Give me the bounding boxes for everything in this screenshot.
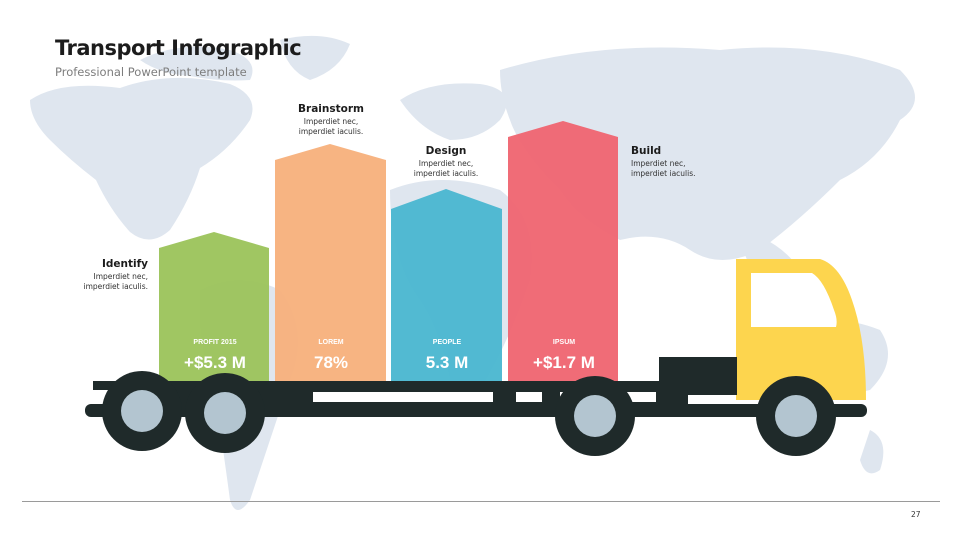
step-title: Build [631,145,662,157]
bar-value-label: 78% [313,353,349,372]
page-number: 27 [911,510,921,519]
bar-build [508,121,618,390]
wheel [185,373,265,453]
wheel [102,371,182,451]
truck-chassis-bottom [85,404,867,417]
bar-category-label: PEOPLE [432,339,462,346]
step-desc: Imperdiet nec, [93,272,148,281]
wheel [555,376,635,456]
step-desc: Imperdiet nec, [418,159,474,168]
step-desc: Imperdiet nec, [631,159,686,168]
step-title: Design [425,145,467,157]
step-desc: imperdiet iaculis. [83,282,148,291]
step-design: Design Imperdiet nec, imperdiet iaculis. [406,145,486,179]
wheel [756,376,836,456]
step-title: Brainstorm [298,103,364,115]
bar-category-label: IPSUM [552,339,576,346]
step-build: Build Imperdiet nec, imperdiet iaculis. [631,145,721,179]
step-desc: imperdiet iaculis. [631,169,696,178]
footer-divider [22,501,940,502]
step-desc: imperdiet iaculis. [413,169,479,178]
bar-value-label: +$1.7 M [533,353,595,372]
page-title: Transport Infographic [55,36,302,60]
step-desc: imperdiet iaculis. [298,127,364,136]
step-identify: Identify Imperdiet nec, imperdiet iaculi… [60,258,148,292]
truck-window [751,273,837,327]
bar-value-label: +$5.3 M [184,353,246,372]
bar-brainstorm [275,144,386,390]
bar-value-label: 5.3 M [425,353,469,372]
page-subtitle: Professional PowerPoint template [55,65,247,79]
bar-identify [159,232,269,390]
step-title: Identify [101,258,148,270]
step-desc: Imperdiet nec, [303,117,359,126]
step-brainstorm: Brainstorm Imperdiet nec, imperdiet iacu… [291,103,371,137]
truck-chassis-top [93,381,737,390]
bar-category-label: LOREM [318,339,344,346]
bar-design [391,189,502,390]
bar-category-label: PROFIT 2015 [193,339,237,346]
